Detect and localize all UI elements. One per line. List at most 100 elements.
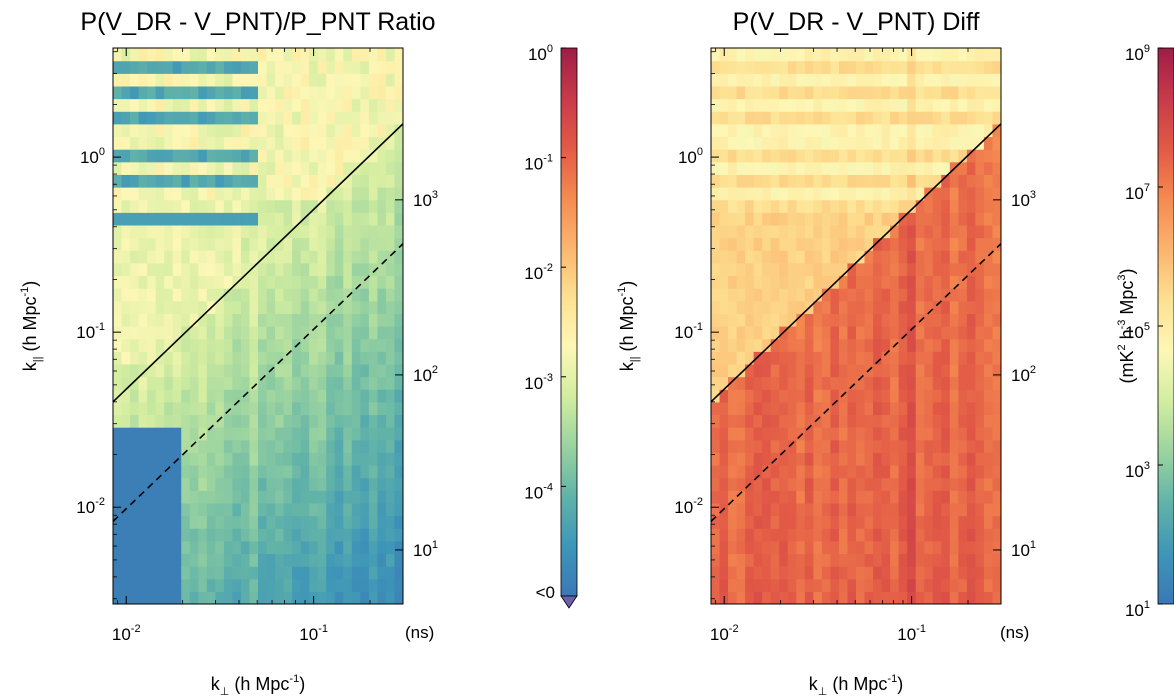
heatmap-cell (326, 389, 336, 403)
heatmap-cell (113, 161, 123, 175)
heatmap-cell (728, 401, 738, 416)
heatmap-cell (779, 300, 789, 314)
heatmap-cell (334, 338, 344, 352)
heatmap-cell (745, 376, 755, 390)
heatmap-cell (787, 553, 797, 567)
heatmap-cell (949, 553, 959, 567)
heatmap-cell (873, 199, 883, 213)
heatmap-cell (779, 376, 789, 390)
heatmap-cell (317, 300, 327, 314)
heatmap-cell (932, 250, 942, 264)
heatmap-cell (745, 452, 755, 466)
heatmap-cell (275, 553, 285, 567)
heatmap-cell (266, 262, 276, 277)
heatmap-cell (385, 540, 396, 555)
diff-x-axis: 10-2 10-1 (710, 48, 969, 644)
heatmap-cell (924, 161, 934, 175)
heatmap-cell (198, 136, 208, 150)
heatmap-cell (189, 98, 199, 112)
heatmap-cell (292, 275, 302, 289)
heatmap-cell (711, 262, 721, 277)
heatmap-cell (847, 300, 857, 314)
heatmap-cell (907, 85, 917, 100)
heatmap-cell (164, 98, 174, 112)
heatmap-cell (830, 187, 840, 201)
heatmap-cell (181, 477, 191, 491)
heatmap-cell (232, 174, 242, 188)
heatmap-cell (745, 136, 755, 150)
heatmap-cell (898, 111, 908, 125)
heatmap-cell (924, 326, 934, 340)
heatmap-cell (890, 515, 900, 529)
heatmap-cell (745, 262, 755, 277)
heatmap-cell (728, 427, 738, 441)
heatmap-cell (753, 111, 763, 125)
heatmap-cell (992, 262, 1001, 277)
heatmap-cell (368, 427, 379, 441)
heatmap-cell (309, 351, 319, 365)
heatmap-cell (753, 136, 763, 150)
colorbar-tick-label: 101 (1125, 599, 1150, 620)
heatmap-cell (932, 111, 942, 125)
heatmap-cell (949, 199, 959, 213)
heatmap-cell (796, 187, 806, 201)
heatmap-cell (360, 376, 370, 390)
heatmap-cell (941, 553, 951, 567)
heatmap-cell (838, 300, 849, 314)
heatmap-cell (779, 212, 789, 226)
heatmap-cell (949, 540, 959, 555)
heatmap-cell (147, 566, 157, 580)
heatmap-cell (983, 161, 994, 175)
heatmap-cell (711, 376, 721, 390)
heatmap-cell (113, 477, 123, 491)
heatmap-cell (181, 237, 191, 251)
heatmap-cell (864, 250, 874, 264)
heatmap-cell (787, 566, 797, 580)
heatmap-cell (736, 515, 746, 529)
heatmap-cell (821, 212, 832, 226)
heatmap-cell (728, 212, 738, 226)
heatmap-cell (172, 199, 182, 213)
heatmap-cell (377, 288, 387, 302)
heatmap-cell (130, 60, 140, 74)
heatmap-cell (804, 376, 814, 390)
heatmap-cell (240, 528, 251, 542)
heatmap-cell (881, 414, 891, 428)
heatmap-cell (907, 174, 917, 188)
heatmap-cell (804, 566, 814, 580)
ratio-panel: P(V_DR - V_PNT)/P_PNT Ratio 10-2 10-1 10-… (19, 8, 438, 698)
heatmap-cell (804, 111, 814, 125)
heatmap-cell (164, 427, 174, 441)
heatmap-cell (300, 60, 310, 74)
heatmap-cell (949, 363, 959, 378)
heatmap-cell (753, 85, 763, 100)
heatmap-cell (232, 187, 242, 201)
heatmap-cell (394, 452, 403, 466)
heatmap-cell (138, 275, 148, 289)
heatmap-cell (915, 401, 925, 416)
heatmap-cell (941, 363, 951, 378)
heatmap-cell (130, 452, 140, 466)
heatmap-cell (804, 553, 814, 567)
heatmap-cell (189, 502, 199, 517)
heatmap-cell (300, 465, 310, 479)
heatmap-cell (932, 351, 942, 365)
diff-heatmap-cells (711, 48, 1001, 604)
heatmap-cell (147, 351, 157, 365)
heatmap-cell (113, 553, 123, 567)
heatmap-cell (189, 528, 199, 542)
heatmap-cell (164, 553, 174, 567)
heatmap-cell (232, 161, 242, 175)
heatmap-cell (873, 212, 883, 226)
heatmap-cell (394, 528, 403, 542)
heatmap-cell (813, 250, 823, 264)
heatmap-cell (385, 351, 396, 365)
y-tick-label: 100 (678, 146, 703, 167)
heatmap-cell (326, 452, 336, 466)
heatmap-cell (113, 174, 123, 188)
heatmap-cell (821, 149, 832, 163)
heatmap-cell (223, 123, 234, 138)
heatmap-cell (223, 275, 234, 289)
heatmap-cell (394, 262, 403, 277)
heatmap-cell (907, 363, 917, 378)
